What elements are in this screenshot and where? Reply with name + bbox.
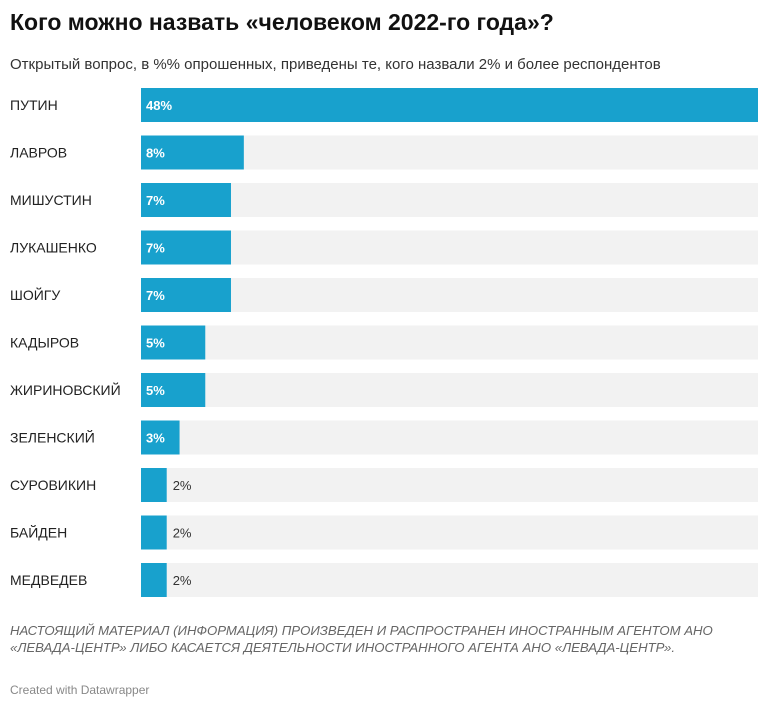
bar-track [141,183,758,217]
value-label: 7% [146,241,165,256]
bar-row: МЕДВЕДЕВ 2% [10,563,758,597]
bar-track [141,468,758,502]
foreign-agent-note: НАСТОЯЩИЙ МАТЕРИАЛ (ИНФОРМАЦИЯ) ПРОИЗВЕД… [10,623,713,655]
bar-track [141,563,758,597]
bar [141,515,167,550]
bar-row: ШОЙГУ 7% [10,278,758,312]
bar-track [141,325,758,360]
bar [141,373,206,407]
value-label: 5% [146,383,165,398]
category-label: ЛАВРОВ [10,145,67,161]
chart-title: Кого можно назвать «человеком 2022-го го… [10,9,554,35]
bar-chart: ПУТИН 48%ЛАВРОВ 8%МИШУСТИН 7%ЛУКАШЕНКО 7%ШОЙ… [10,88,758,597]
value-label: 7% [146,288,165,303]
bar-row: ЛУКАШЕНКО 7% [10,230,758,265]
bar [141,278,231,312]
bar [141,468,167,502]
category-label: БАЙДЕН [10,524,67,541]
bar-track [141,278,758,312]
category-label: МИШУСТИН [10,192,92,208]
bar-track [141,373,758,407]
bar-row: ПУТИН 48% [10,88,758,122]
bar [141,135,244,170]
bar [141,420,180,455]
bar-row: СУРОВИКИН 2% [10,468,758,502]
category-label: МЕДВЕДЕВ [10,572,87,588]
bar [141,183,231,217]
bar-row: МИШУСТИН 7% [10,183,758,217]
bar [141,88,758,122]
bar [141,325,206,360]
category-label: ШОЙГУ [10,286,60,303]
category-label: СУРОВИКИН [10,477,96,493]
category-label: ЖИРИНОВСКИЙ [10,381,121,398]
bar [141,563,167,597]
value-label: 2% [173,573,192,588]
value-label: 7% [146,193,165,208]
category-label: ЛУКАШЕНКО [10,240,97,256]
value-label: 48% [146,98,172,113]
bar [141,230,231,265]
datawrapper-credit: Created with Datawrapper [10,683,150,697]
value-label: 8% [146,146,165,161]
value-label: 2% [173,478,192,493]
category-label: ЗЕЛЕНСКИЙ [10,429,95,446]
category-label: КАДЫРОВ [10,335,79,351]
bar-row: ЖИРИНОВСКИЙ 5% [10,373,758,407]
value-label: 2% [173,526,192,541]
bar-track [141,420,758,455]
chart-subtitle: Открытый вопрос, в %% опрошенных, привед… [10,56,661,73]
bar-row: КАДЫРОВ 5% [10,325,758,360]
bar-row: ЗЕЛЕНСКИЙ 3% [10,420,758,455]
bar-track [141,515,758,550]
bar-row: БАЙДЕН 2% [10,515,758,550]
value-label: 5% [146,336,165,351]
bar-row: ЛАВРОВ 8% [10,135,758,170]
bar-track [141,230,758,265]
category-label: ПУТИН [10,97,58,113]
value-label: 3% [146,431,165,446]
